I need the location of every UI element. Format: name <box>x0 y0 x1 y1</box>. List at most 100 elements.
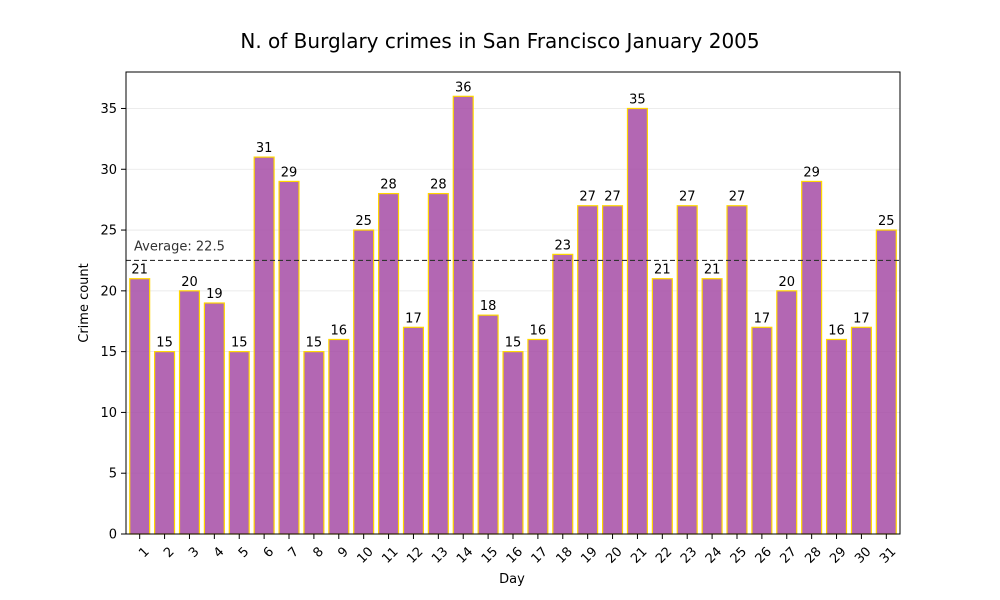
x-tick-label: 18 <box>554 544 576 566</box>
y-tick-label: 30 <box>100 163 117 178</box>
data-label-day-26: 17 <box>754 311 771 326</box>
y-tick-label: 10 <box>100 406 117 421</box>
x-tick-label: 22 <box>653 544 675 566</box>
bar-day-6 <box>253 156 275 535</box>
x-tick-label: 27 <box>778 544 800 566</box>
bar-day-8 <box>303 351 325 535</box>
x-tick-label: 28 <box>802 544 824 566</box>
data-label-day-14: 36 <box>455 80 472 95</box>
data-label-day-12: 17 <box>405 311 422 326</box>
y-axis-label: Crime count <box>77 263 92 343</box>
x-tick-label: 31 <box>877 544 899 566</box>
bar-day-27 <box>776 290 798 535</box>
data-label-day-29: 16 <box>828 323 845 338</box>
bar-day-29 <box>825 338 848 535</box>
bar-day-22 <box>651 278 673 535</box>
bar-day-11 <box>378 192 400 535</box>
data-label-day-24: 21 <box>704 263 721 278</box>
data-label-day-16: 15 <box>505 336 522 351</box>
data-label-day-18: 23 <box>555 238 572 253</box>
bar-day-24 <box>701 278 723 535</box>
bar-day-25 <box>726 205 748 535</box>
y-tick-label: 35 <box>100 102 117 117</box>
x-tick-label: 30 <box>852 544 874 566</box>
x-tick-label: 12 <box>404 544 426 566</box>
data-label-day-9: 16 <box>331 323 348 338</box>
bar-day-21 <box>626 107 648 535</box>
bar-day-3 <box>178 290 201 535</box>
x-tick-label: 19 <box>578 544 600 566</box>
data-label-day-27: 20 <box>778 275 795 290</box>
bar-day-2 <box>154 351 176 535</box>
bar-day-28 <box>801 180 823 535</box>
data-label-day-31: 25 <box>878 214 895 229</box>
average-line-group: Average: 22.5 <box>126 239 900 262</box>
data-label-day-28: 29 <box>803 165 820 180</box>
data-label-day-20: 27 <box>604 190 621 205</box>
bars: 21 15 20 19 15 31 29 15 16 25 28 17 28 36 18 15 16 23 27 27… <box>129 80 897 535</box>
x-tick-label: 26 <box>753 544 775 566</box>
data-label-day-22: 21 <box>654 263 671 278</box>
bar-day-1 <box>129 278 151 535</box>
data-label-day-1: 21 <box>131 263 148 278</box>
bar-day-14 <box>452 95 474 535</box>
bar-day-10 <box>353 229 375 535</box>
x-axis-label: Day <box>499 572 525 587</box>
bar-day-5 <box>228 351 250 535</box>
x-tick-label: 5 <box>236 544 252 560</box>
y-tick-label: 20 <box>100 284 117 299</box>
x-tick-label: 4 <box>211 544 227 560</box>
bar-day-31 <box>875 229 897 535</box>
bar-day-20 <box>601 205 624 535</box>
data-label-day-30: 17 <box>853 311 870 326</box>
x-tick-label: 14 <box>454 544 476 566</box>
x-tick-label: 23 <box>678 544 700 566</box>
y-tick-label: 0 <box>109 528 117 543</box>
bar-day-13 <box>427 192 449 535</box>
x-tick-label: 8 <box>310 544 326 560</box>
x-tick-label: 15 <box>479 544 501 566</box>
bar-day-12 <box>402 326 425 535</box>
bar-day-15 <box>477 314 499 535</box>
bar-day-18 <box>552 253 574 535</box>
x-tick-label: 21 <box>628 544 650 566</box>
bar-day-4 <box>203 302 225 535</box>
x-tick-label: 20 <box>603 544 625 566</box>
data-label-day-2: 15 <box>156 336 173 351</box>
bar-day-30 <box>850 326 872 535</box>
data-label-day-23: 27 <box>679 190 696 205</box>
data-label-day-5: 15 <box>231 336 248 351</box>
x-tick-label: 29 <box>827 544 849 566</box>
bar-day-26 <box>751 326 773 535</box>
x-tick-label: 13 <box>429 544 451 566</box>
data-label-day-25: 27 <box>729 190 746 205</box>
y-tick-label: 25 <box>100 224 117 239</box>
data-label-day-19: 27 <box>579 190 596 205</box>
data-label-day-7: 29 <box>281 165 298 180</box>
data-label-day-3: 20 <box>181 275 198 290</box>
average-label: Average: 22.5 <box>134 239 225 254</box>
y-tick-label: 15 <box>100 345 117 360</box>
x-tick-label: 2 <box>161 544 177 560</box>
bar-day-17 <box>527 338 549 535</box>
x-tick-label: 1 <box>136 544 152 560</box>
data-label-day-6: 31 <box>256 141 273 156</box>
chart-title: N. of Burglary crimes in San Francisco J… <box>240 29 759 53</box>
x-tick-label: 16 <box>504 544 526 566</box>
x-tick-label: 10 <box>354 544 376 566</box>
data-label-day-13: 28 <box>430 178 447 193</box>
bar-day-7 <box>278 180 300 535</box>
bar-day-19 <box>577 205 599 535</box>
x-tick-label: 17 <box>529 544 551 566</box>
x-tick-label: 11 <box>379 544 401 566</box>
bar-day-9 <box>328 338 350 535</box>
y-tick-label: 5 <box>109 467 117 482</box>
data-label-day-4: 19 <box>206 287 223 302</box>
x-tick-label: 3 <box>186 544 202 560</box>
data-label-day-10: 25 <box>355 214 372 229</box>
data-label-day-21: 35 <box>629 92 646 107</box>
data-label-day-15: 18 <box>480 299 497 314</box>
x-tick-label: 7 <box>286 544 302 560</box>
x-tick-label: 25 <box>728 544 750 566</box>
